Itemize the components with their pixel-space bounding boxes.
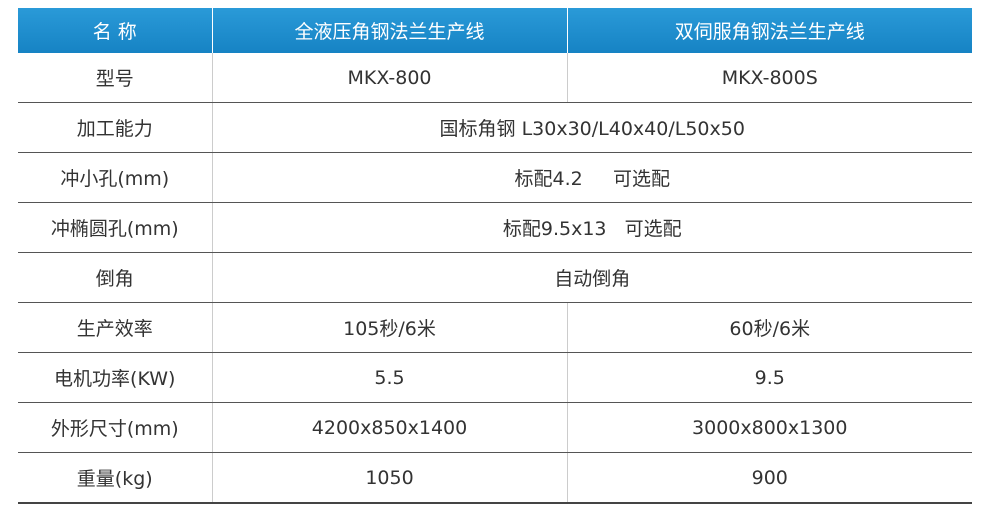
cell: 60秒/6米 bbox=[567, 302, 972, 353]
row-label: 倒角 bbox=[18, 252, 213, 303]
cell: 标配9.5x13 可选配 bbox=[212, 202, 972, 253]
cell: MKX-800S bbox=[567, 53, 972, 103]
cell: 自动倒角 bbox=[212, 252, 972, 303]
table-row: 重量(kg) 1050 900 bbox=[18, 452, 972, 504]
table-row: 型号 MKX-800 MKX-800S bbox=[18, 53, 972, 103]
spec-table: 名 称全液压角钢法兰生产线 双伺服角钢法兰生产线 型号 MKX-800 MKX-800… bbox=[18, 8, 972, 504]
row-label: 电机功率(KW) bbox=[18, 352, 213, 403]
header-cell: 名 称 bbox=[18, 8, 213, 53]
table-row: 生产效率 105秒/6米 60秒/6米 bbox=[18, 302, 972, 353]
cell: 9.5 bbox=[567, 352, 972, 403]
cell: MKX-800 bbox=[212, 53, 568, 103]
table-row: 冲椭圆孔(mm) 标配9.5x13 可选配 bbox=[18, 202, 972, 253]
table-row: 倒角 自动倒角 bbox=[18, 252, 972, 303]
table-row: 加工能力 国标角钢 L30x30/L40x40/L50x50 bbox=[18, 102, 972, 153]
row-label: 生产效率 bbox=[18, 302, 213, 353]
table-row: 电机功率(KW) 5.5 9.5 bbox=[18, 352, 972, 403]
table-row: 外形尺寸(mm) 4200x850x1400 3000x800x1300 bbox=[18, 402, 972, 453]
row-label: 加工能力 bbox=[18, 102, 213, 153]
cell: 105秒/6米 bbox=[212, 302, 568, 353]
row-label: 重量(kg) bbox=[18, 452, 213, 504]
row-label: 型号 bbox=[18, 53, 213, 103]
row-label: 冲椭圆孔(mm) bbox=[18, 202, 213, 253]
row-label: 冲小孔(mm) bbox=[18, 152, 213, 203]
header-cell: 全液压角钢法兰生产线 bbox=[212, 8, 568, 53]
cell: 3000x800x1300 bbox=[567, 402, 972, 453]
cell: 国标角钢 L30x30/L40x40/L50x50 bbox=[212, 102, 972, 153]
row-label: 外形尺寸(mm) bbox=[18, 402, 213, 453]
cell: 4200x850x1400 bbox=[212, 402, 568, 453]
table-body: 型号 MKX-800 MKX-800S 加工能力 国标角钢 L30x30/L40x40/… bbox=[18, 53, 972, 504]
cell: 5.5 bbox=[212, 352, 568, 403]
cell: 1050 bbox=[212, 452, 568, 504]
header-row: 名 称全液压角钢法兰生产线 双伺服角钢法兰生产线 bbox=[18, 8, 972, 53]
table-row: 冲小孔(mm) 标配4.2 可选配 bbox=[18, 152, 972, 203]
header-cell: 双伺服角钢法兰生产线 bbox=[567, 8, 972, 53]
cell: 900 bbox=[567, 452, 972, 504]
cell: 标配4.2 可选配 bbox=[212, 152, 972, 203]
